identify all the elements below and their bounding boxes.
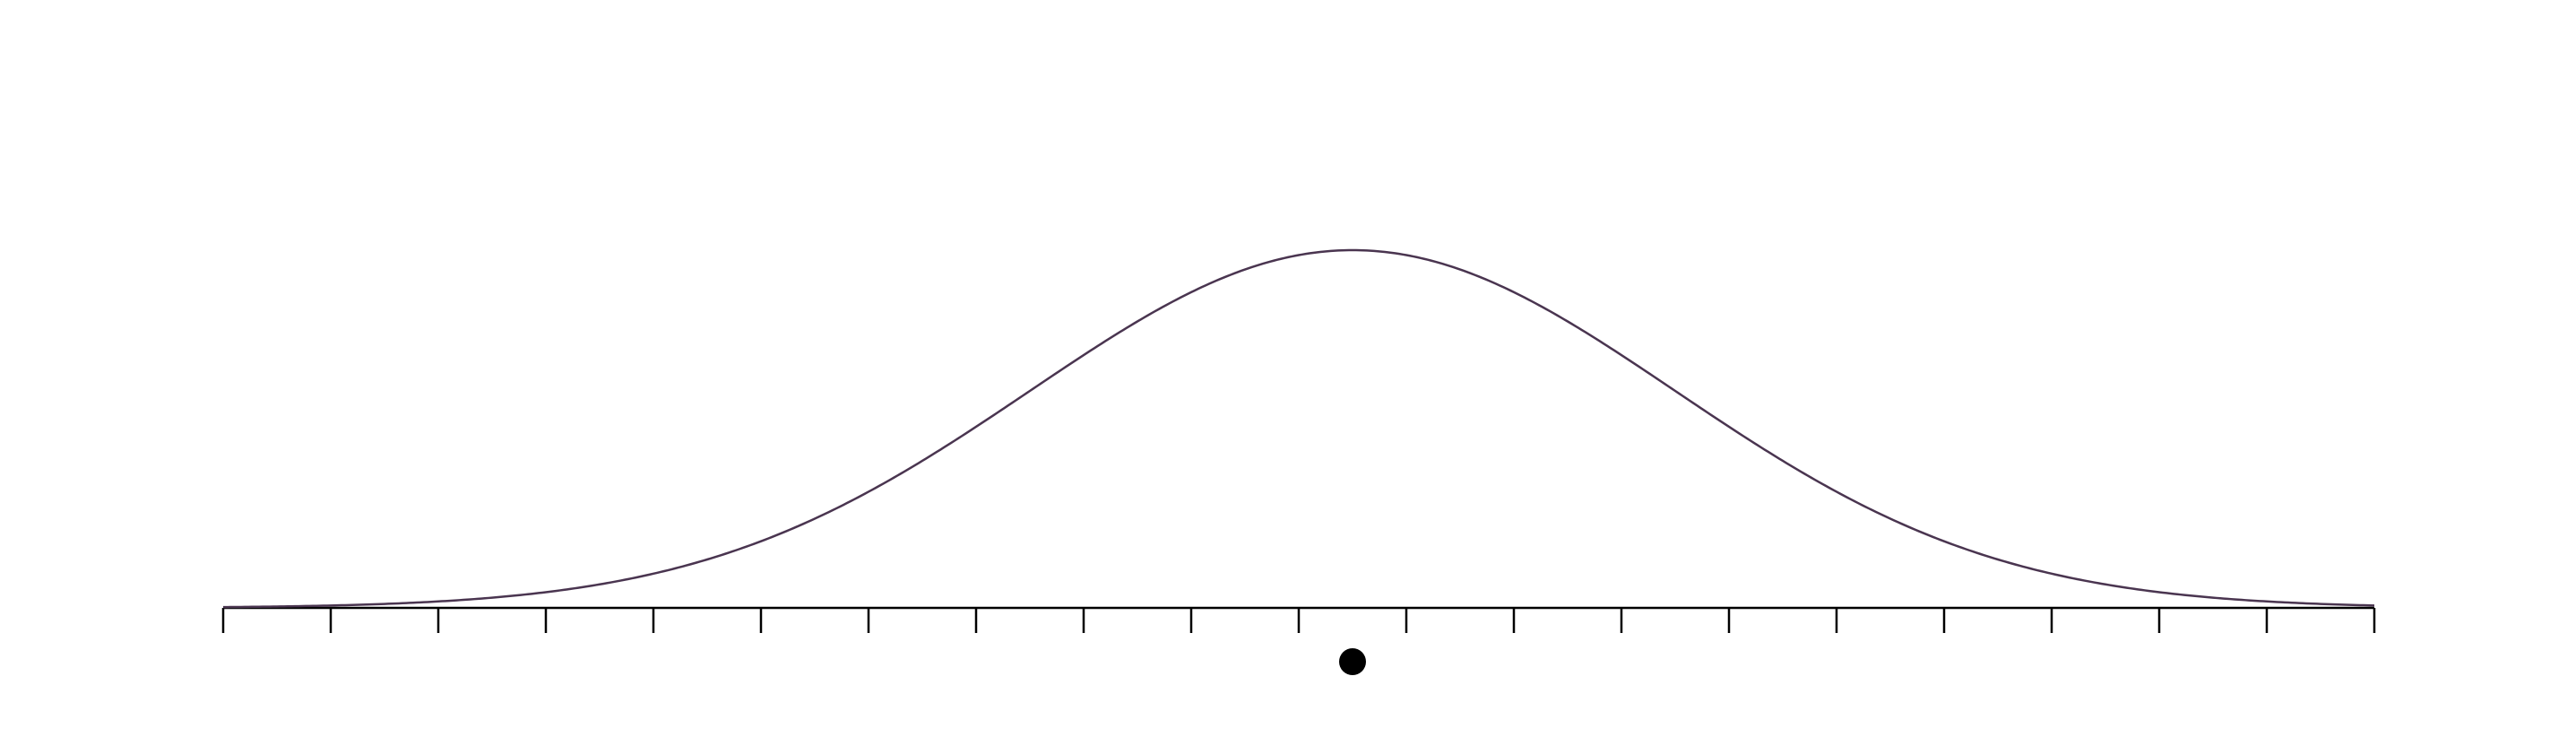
mean-marker-dot <box>1339 648 1366 675</box>
x-axis <box>221 606 2376 633</box>
marker-group <box>1339 648 1366 675</box>
density-curve-0 <box>222 248 2375 609</box>
x-axis-ticks <box>221 608 2376 633</box>
series-group <box>222 248 2375 609</box>
